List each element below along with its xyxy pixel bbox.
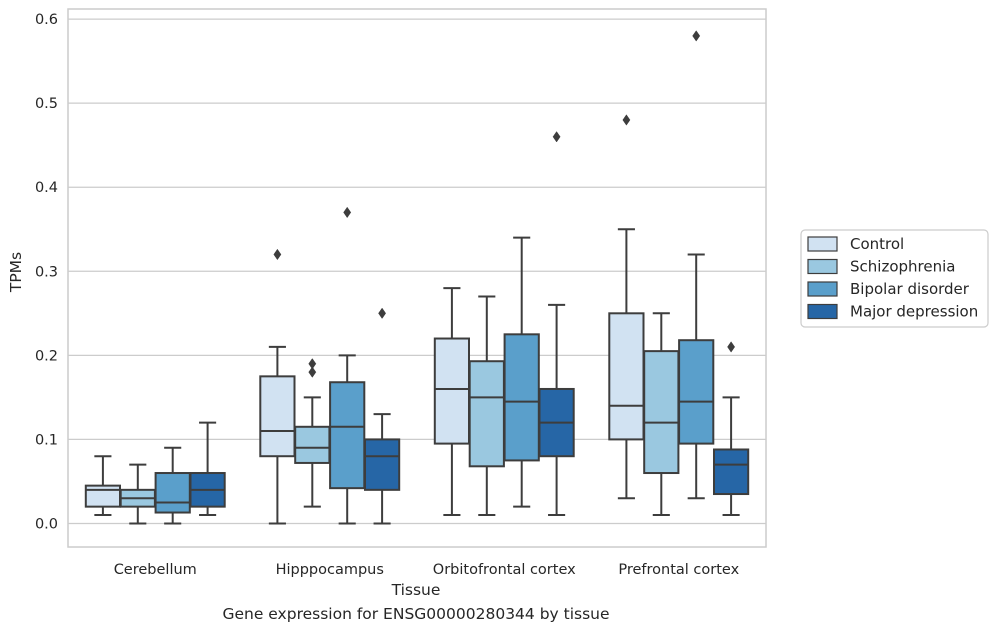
legend-frame [800, 229, 989, 328]
box-3-2 [678, 30, 715, 500]
legend-swatch [807, 303, 838, 320]
iqr-box [608, 312, 645, 441]
x-tick-label: Orbitofrontal cortex [433, 562, 576, 578]
box-0-0 [84, 455, 122, 517]
iqr-box [154, 472, 191, 514]
box-0-1 [119, 463, 156, 525]
outlier-point [308, 358, 317, 370]
iqr-box [363, 438, 401, 491]
legend-swatch [807, 236, 838, 252]
box-1-0 [259, 248, 296, 525]
box-3-1 [643, 312, 680, 517]
y-tick-label: 0.4 [35, 180, 58, 196]
iqr-box [678, 339, 715, 445]
y-tick-label: 0.2 [35, 348, 58, 364]
y-tick-label: 0.3 [35, 264, 58, 280]
legend-swatch [807, 258, 838, 275]
legend-swatch [807, 281, 838, 297]
outlier-point [692, 30, 701, 42]
legend: Control Schizophrenia Bipolar disorder Majo… [800, 229, 989, 328]
legend-label: Major depression [850, 303, 978, 321]
box-0-3 [189, 421, 226, 517]
iqr-box [84, 484, 122, 508]
outlier-point [552, 131, 561, 143]
box-0-2 [154, 446, 191, 525]
x-tick-label: Prefrontal cortex [618, 562, 739, 578]
box-2-0 [433, 287, 471, 517]
outlier-point [273, 248, 282, 261]
iqr-box [433, 337, 471, 445]
x-axis-label: Tissue [391, 581, 441, 599]
iqr-box [503, 333, 540, 462]
y-tick-label: 0.6 [35, 12, 58, 28]
outlier-point [727, 341, 736, 353]
box-3-3 [712, 341, 750, 517]
y-tick-label: 0.1 [35, 432, 58, 448]
outlier-point [622, 114, 631, 126]
grid-lines [68, 18, 766, 525]
y-axis-label: TPMs [7, 252, 25, 293]
outlier-point [343, 206, 352, 219]
iqr-box [468, 360, 505, 468]
outlier-point [308, 366, 317, 378]
iqr-box [643, 350, 680, 475]
iqr-box [259, 375, 296, 458]
legend-label: Control [850, 235, 904, 253]
outlier-point [378, 307, 387, 319]
plot-area [84, 30, 750, 525]
y-tick-label: 0.5 [35, 96, 58, 112]
x-tick-label: Hipppocampus [276, 562, 384, 578]
x-tick-label: Cerebellum [114, 562, 197, 578]
iqr-box [712, 448, 750, 496]
plot-frame [67, 8, 767, 548]
iqr-box [329, 381, 366, 490]
box-3-0 [608, 114, 645, 500]
box-2-2 [503, 236, 540, 508]
box-1-2 [329, 206, 366, 525]
y-tick-label: 0.0 [35, 516, 58, 532]
axes: 0.0 0.1 0.2 0.3 0.4 0.5 0.6 Cerebellum Hipppocam… [35, 8, 767, 578]
box-1-1 [294, 358, 331, 508]
legend-label: Bipolar disorder [850, 280, 970, 298]
iqr-box [294, 425, 331, 464]
legend-label: Schizophrenia [850, 258, 955, 276]
figure-caption: Gene expression for ENSG00000280344 by t… [222, 605, 610, 623]
box-1-3 [363, 307, 401, 525]
box-2-3 [538, 131, 575, 517]
box-2-1 [468, 295, 505, 517]
